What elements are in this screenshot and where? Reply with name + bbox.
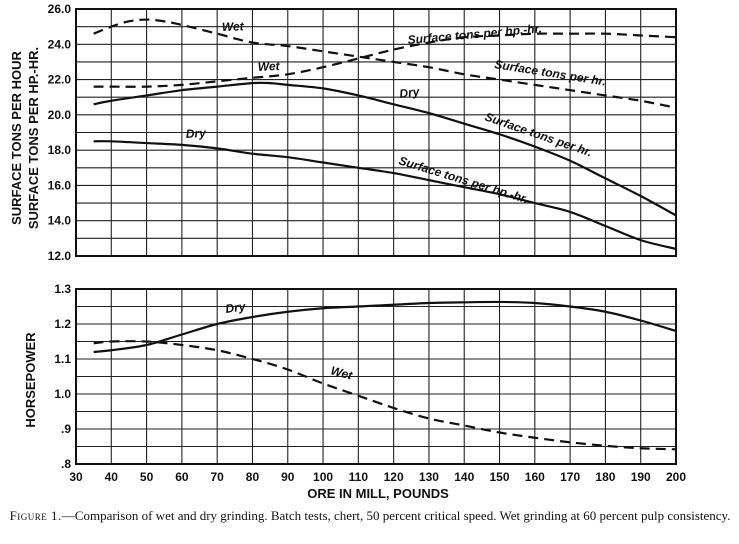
top-chart-frame <box>75 8 677 257</box>
bot-y-tick-label: 1.0 <box>54 387 71 401</box>
bot-y-tick-label: .9 <box>61 422 71 436</box>
x-tick-label: 50 <box>140 470 154 484</box>
top-y-tick-label: 14.0 <box>48 214 72 228</box>
top-y-tick-label: 18.0 <box>48 143 72 157</box>
top-series-dry-solid-2 <box>93 81 677 217</box>
x-tick-label: 120 <box>384 470 404 484</box>
label-dry-hp-hr-desc: Surface tons per hp.-hr. <box>397 153 530 206</box>
bot-series-dry-solid-0 <box>93 300 677 354</box>
curve-labels: Wet Surface tons per hp.-hr. Wet Surface… <box>185 19 607 383</box>
x-tick-label: 90 <box>281 470 295 484</box>
bot-series-wet-dashed-1 <box>93 340 677 451</box>
top-chart-series <box>93 18 677 251</box>
bottom-chart-grid <box>75 288 677 465</box>
top-y-axis-label-2: SURFACE TONS PER HP.-HR. <box>26 47 41 229</box>
top-y-tick-label: 20.0 <box>48 108 72 122</box>
x-tick-label: 160 <box>525 470 545 484</box>
top-series-dry-solid-3 <box>93 140 677 251</box>
x-tick-label: 190 <box>631 470 651 484</box>
x-tick-label: 170 <box>560 470 580 484</box>
bot-y-tick-label: .8 <box>61 457 71 471</box>
x-tick-label: 80 <box>246 470 260 484</box>
top-y-tick-label: 22.0 <box>48 73 72 87</box>
label-wet-hp-hr-desc: Surface tons per hp.-hr. <box>407 21 542 47</box>
top-y-tick-label: 12.0 <box>48 249 72 263</box>
top-y-axis-label-1: SURFACE TONS PER HOUR <box>9 50 24 224</box>
label-dry-hr-name: Dry <box>398 84 421 101</box>
bot-y-tick-label: 1.1 <box>54 352 71 366</box>
caption-text: —Comparison of wet and dry grinding. Bat… <box>61 508 731 523</box>
bot-y-tick-label: 1.2 <box>54 317 71 331</box>
label-hp-wet: Wet <box>329 363 355 382</box>
bottom-chart-series <box>93 300 677 451</box>
label-wet-hr-name: Wet <box>257 59 280 74</box>
y-axis-labels: SURFACE TONS PER HOUR SURFACE TONS PER H… <box>9 47 41 428</box>
x-axis-ticks: 30 40 50 60 70 80 90 100 110 120 130 140 150 160 170 18… <box>69 470 686 484</box>
bottom-y-axis-label: HORSEPOWER <box>23 332 38 428</box>
bottom-chart-panel: .8 .9 1.0 1.1 1.2 1.3 <box>54 282 677 471</box>
x-tick-label: 70 <box>210 470 224 484</box>
top-series-wet-dashed-1 <box>93 32 677 88</box>
label-hp-dry: Dry <box>224 299 247 316</box>
x-tick-label: 60 <box>175 470 189 484</box>
top-chart-grid <box>75 8 677 257</box>
figure-caption: Figure 1.—Comparison of wet and dry grin… <box>8 508 732 523</box>
x-tick-label: 110 <box>349 470 369 484</box>
x-tick-label: 140 <box>454 470 474 484</box>
top-y-tick-label: 26.0 <box>48 2 72 16</box>
top-series-wet-dashed-0 <box>93 18 677 109</box>
x-tick-label: 30 <box>69 470 83 484</box>
x-axis-label: ORE IN MILL, POUNDS <box>307 486 449 501</box>
top-chart-y-ticks: 12.0 14.0 16.0 18.0 20.0 22.0 24.0 26.0 <box>48 2 72 263</box>
x-tick-label: 130 <box>419 470 439 484</box>
top-y-tick-label: 24.0 <box>48 37 72 51</box>
caption-prefix: Figure 1. <box>9 508 62 523</box>
top-chart-panel: 12.0 14.0 16.0 18.0 20.0 22.0 24.0 26.0 <box>48 2 677 263</box>
x-tick-label: 150 <box>490 470 510 484</box>
x-tick-label: 40 <box>105 470 119 484</box>
bot-y-tick-label: 1.3 <box>54 282 71 296</box>
label-wet-hp-hr-name: Wet <box>222 19 245 34</box>
bottom-chart-frame <box>75 288 677 465</box>
x-tick-label: 200 <box>666 470 686 484</box>
top-y-tick-label: 16.0 <box>48 178 72 192</box>
bottom-chart-y-ticks: .8 .9 1.0 1.1 1.2 1.3 <box>54 282 71 471</box>
x-tick-label: 100 <box>313 470 333 484</box>
x-tick-label: 180 <box>595 470 615 484</box>
label-dry-hp-hr-name: Dry <box>185 126 207 141</box>
